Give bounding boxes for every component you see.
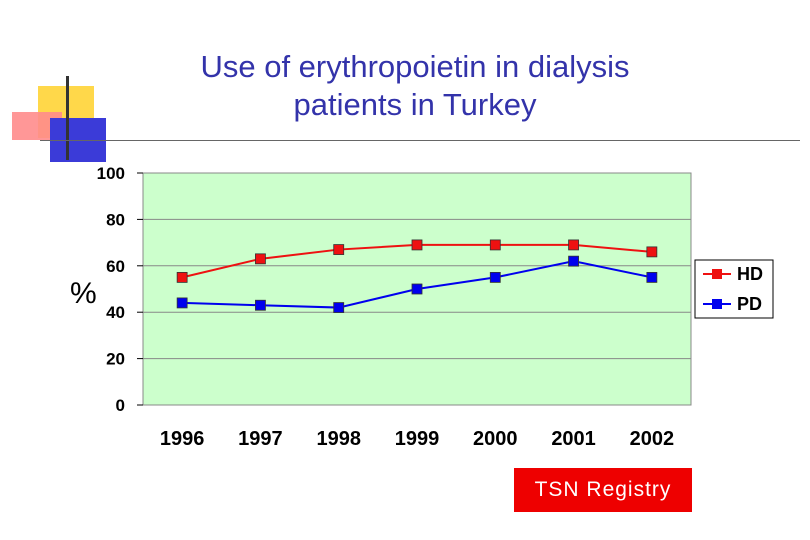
data-point-hd [412, 240, 422, 250]
data-point-pd [569, 256, 579, 266]
registry-label: TSN Registry [514, 468, 692, 512]
data-point-hd [255, 254, 265, 264]
data-point-hd [334, 245, 344, 255]
y-tick-label: 100 [97, 164, 125, 183]
data-point-hd [490, 240, 500, 250]
data-point-hd [647, 247, 657, 257]
legend-marker-hd [712, 269, 722, 279]
legend-label-pd: PD [737, 294, 762, 314]
data-point-pd [255, 300, 265, 310]
data-point-pd [334, 303, 344, 313]
y-tick-label: 80 [106, 210, 125, 229]
y-tick-label: 60 [106, 257, 125, 276]
data-point-pd [412, 284, 422, 294]
y-tick-label: 0 [116, 396, 125, 415]
x-tick-label: 1998 [316, 428, 361, 450]
x-tick-label: 1996 [160, 428, 205, 450]
legend-marker-pd [712, 299, 722, 309]
x-tick-label: 2002 [630, 428, 675, 450]
data-point-pd [177, 298, 187, 308]
y-tick-label: 40 [106, 303, 125, 322]
data-point-pd [490, 272, 500, 282]
line-chart: 0 20 40 60 80 100 1996 1997 1998 1999 2000 2001 200… [0, 0, 810, 540]
data-point-hd [177, 272, 187, 282]
x-tick-label: 1997 [238, 428, 283, 450]
legend: HD PD [695, 260, 773, 318]
x-tick-label: 2000 [473, 428, 518, 450]
data-point-hd [569, 240, 579, 250]
x-tick-label: 1999 [395, 428, 440, 450]
x-tick-label: 2001 [551, 428, 596, 450]
data-point-pd [647, 272, 657, 282]
legend-label-hd: HD [737, 264, 763, 284]
y-axis-label: % [70, 277, 97, 310]
y-tick-label: 20 [106, 350, 125, 369]
